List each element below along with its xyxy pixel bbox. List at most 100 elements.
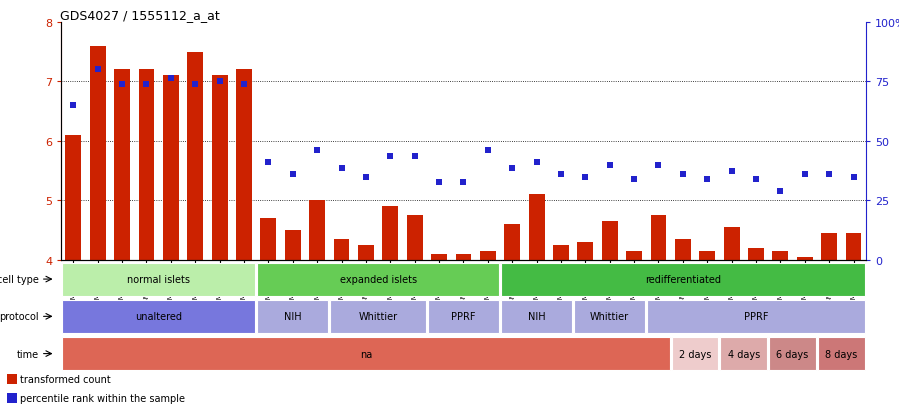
Bar: [90, 47, 105, 260]
Bar: [724, 228, 740, 260]
Bar: [529, 195, 545, 260]
Point: [773, 189, 788, 195]
Text: NIH: NIH: [284, 311, 301, 322]
Bar: [382, 207, 398, 260]
Bar: [211, 76, 227, 260]
Text: time: time: [16, 349, 39, 359]
Point: [700, 177, 715, 183]
Point: [236, 82, 251, 88]
Text: Whittier: Whittier: [590, 311, 629, 322]
Bar: [720, 337, 767, 370]
Point: [310, 147, 325, 154]
Bar: [114, 70, 130, 260]
Bar: [428, 300, 499, 333]
Point: [456, 180, 471, 186]
Text: normal islets: normal islets: [127, 274, 191, 285]
Bar: [577, 242, 593, 260]
Point: [651, 162, 665, 169]
Bar: [818, 337, 865, 370]
Point: [286, 171, 300, 178]
Bar: [7, 375, 16, 384]
Bar: [7, 393, 16, 403]
Bar: [358, 245, 374, 260]
Point: [91, 67, 105, 74]
Bar: [285, 230, 300, 260]
Bar: [66, 135, 81, 260]
Point: [797, 171, 812, 178]
Text: 4 days: 4 days: [727, 349, 760, 359]
Text: cell type: cell type: [0, 274, 39, 285]
Bar: [62, 300, 255, 333]
Text: PPRF: PPRF: [451, 311, 476, 322]
Bar: [261, 218, 276, 260]
Bar: [651, 216, 666, 260]
Bar: [406, 216, 423, 260]
Bar: [501, 300, 572, 333]
Point: [188, 82, 202, 88]
Point: [212, 79, 227, 85]
Bar: [822, 233, 837, 260]
Bar: [62, 337, 670, 370]
Bar: [330, 300, 426, 333]
Point: [432, 180, 446, 186]
Bar: [748, 248, 764, 260]
Point: [822, 171, 836, 178]
Point: [334, 165, 349, 171]
Text: Whittier: Whittier: [359, 311, 397, 322]
Bar: [138, 70, 155, 260]
Bar: [257, 263, 499, 296]
Point: [67, 102, 81, 109]
Text: NIH: NIH: [528, 311, 546, 322]
Bar: [456, 254, 471, 260]
Bar: [309, 201, 325, 260]
Bar: [797, 257, 813, 260]
Text: protocol: protocol: [0, 311, 39, 322]
Point: [505, 165, 520, 171]
Bar: [601, 222, 618, 260]
Bar: [187, 52, 203, 260]
Bar: [480, 251, 495, 260]
Text: 8 days: 8 days: [825, 349, 858, 359]
Text: 6 days: 6 days: [777, 349, 809, 359]
Bar: [432, 254, 447, 260]
Text: expanded islets: expanded islets: [340, 274, 416, 285]
Bar: [647, 300, 865, 333]
Point: [602, 162, 617, 169]
Bar: [675, 240, 690, 260]
Bar: [501, 263, 865, 296]
Point: [676, 171, 690, 178]
Point: [481, 147, 495, 154]
Bar: [236, 70, 252, 260]
Bar: [257, 300, 328, 333]
Text: na: na: [360, 349, 372, 359]
Point: [725, 168, 739, 174]
Text: PPRF: PPRF: [743, 311, 769, 322]
Text: 2 days: 2 days: [679, 349, 711, 359]
Point: [846, 174, 860, 180]
Point: [407, 153, 422, 159]
Point: [578, 174, 592, 180]
Bar: [672, 337, 718, 370]
Bar: [504, 225, 521, 260]
Bar: [772, 251, 788, 260]
Bar: [770, 337, 816, 370]
Point: [383, 153, 397, 159]
Point: [627, 177, 641, 183]
Point: [749, 177, 763, 183]
Text: transformed count: transformed count: [20, 375, 111, 385]
Point: [139, 82, 154, 88]
Bar: [334, 240, 350, 260]
Text: GDS4027 / 1555112_a_at: GDS4027 / 1555112_a_at: [60, 9, 220, 21]
Bar: [846, 233, 861, 260]
Bar: [574, 300, 645, 333]
Point: [530, 159, 544, 166]
Point: [164, 76, 178, 83]
Point: [359, 174, 373, 180]
Point: [554, 171, 568, 178]
Text: percentile rank within the sample: percentile rank within the sample: [20, 393, 185, 403]
Point: [262, 159, 276, 166]
Bar: [553, 245, 569, 260]
Bar: [62, 263, 255, 296]
Bar: [627, 251, 642, 260]
Bar: [163, 76, 179, 260]
